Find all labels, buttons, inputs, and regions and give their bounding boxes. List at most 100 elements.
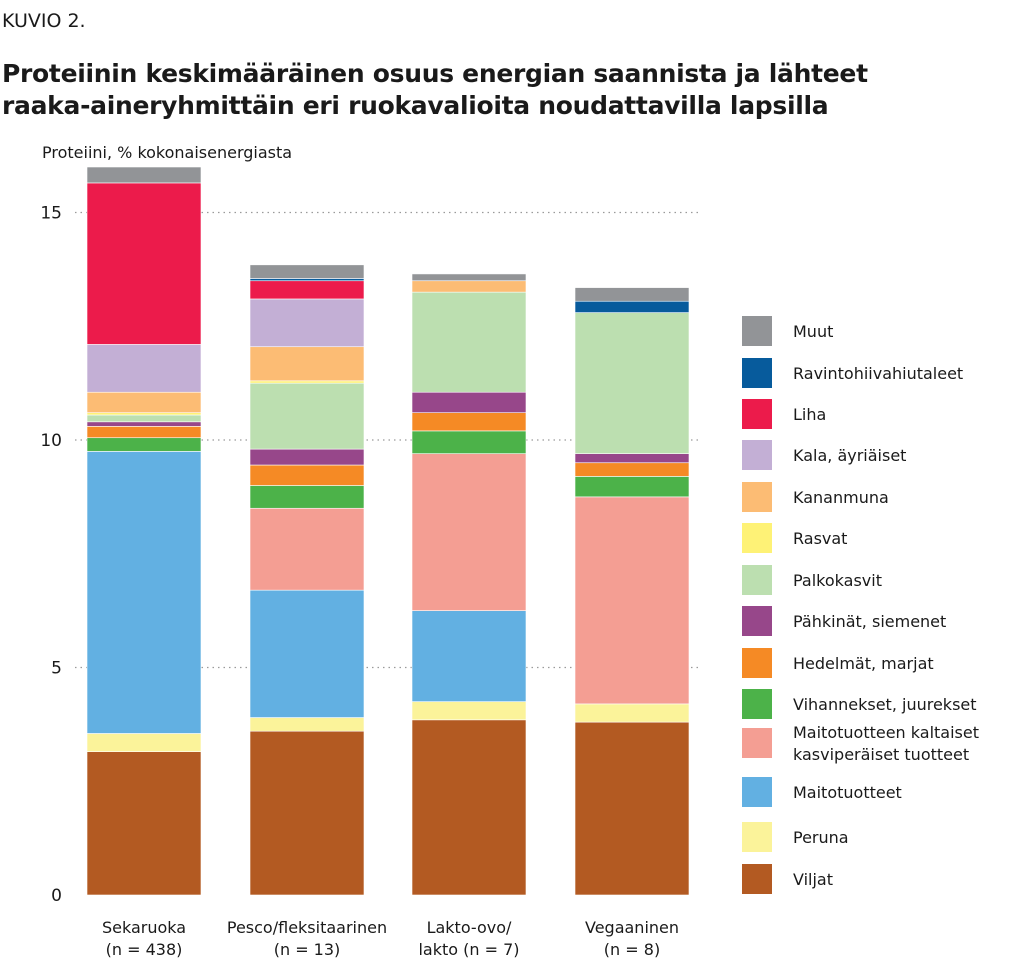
legend-label: Kala, äyriäiset xyxy=(793,446,906,465)
legend-swatch xyxy=(742,728,772,758)
legend-item: Vihannekset, juurekset xyxy=(742,689,977,719)
bar-segment: Maitotuotteen kaltaiset kasviperäiset tu… xyxy=(411,453,527,611)
legend-item: Ravintohiivahiutaleet xyxy=(742,358,963,388)
bar-segment: Vihannekset, juurekset: 0.45 xyxy=(574,476,690,498)
bar-segment: Kala, äyriäiset: 1.05 xyxy=(86,344,202,393)
legend-label: kasviperäiset tuotteet xyxy=(793,745,969,764)
chart-title: Proteiinin keskimääräinen osuus energian… xyxy=(2,58,1012,122)
bar-segment: Peruna: 0.4 xyxy=(574,703,690,723)
legend-swatch xyxy=(742,316,772,346)
legend-item: Peruna xyxy=(742,822,849,852)
bar-segment: Ravintohiivahiutaleet: 0.25 xyxy=(574,300,690,313)
legend-swatch xyxy=(742,440,772,470)
legend-swatch xyxy=(742,399,772,429)
bar-segment: Hedelmät, marjat: 0.4 xyxy=(411,412,527,432)
legend-item: Kala, äyriäiset xyxy=(742,440,906,470)
bar-segment: Vihannekset, juurekset: 0.5 xyxy=(249,485,365,509)
bar-segment: Viljat: 3.8 xyxy=(574,721,690,896)
bar-segment: Pähkinät, siemenet: 0.35 xyxy=(249,448,365,466)
bar-segment: Maitotuotteet: 2 xyxy=(411,610,527,702)
legend-swatch xyxy=(742,482,772,512)
legend: Muut Ravintohiivahiutaleet Liha Kala, äyriä… xyxy=(742,316,979,894)
bar-segment: Viljat: 3.6 xyxy=(249,730,365,896)
bars: Viljat: 3.15Peruna: 0.4Maitotuotteet: 6.… xyxy=(86,166,690,896)
bar-segment: Liha: 0.4 xyxy=(249,280,365,300)
legend-swatch xyxy=(742,565,772,595)
bar-segment: Liha: 3.55 xyxy=(86,182,202,345)
x-category-label: (n = 13) xyxy=(274,940,341,959)
legend-item: Muut xyxy=(742,316,833,346)
bar-segment: Hedelmät, marjat: 0.25 xyxy=(86,426,202,439)
bar-segment: Muut: 0.15 xyxy=(411,273,527,282)
legend-label: Palkokasvit xyxy=(793,571,882,590)
bar-segment: Palkokasvit: 3.1 xyxy=(574,312,690,454)
bar-segment: Viljat: 3.85 xyxy=(411,719,527,896)
chart-title-line-1: Proteiinin keskimääräinen osuus energian… xyxy=(2,59,868,88)
legend-label: Viljat xyxy=(793,870,833,889)
legend-label: Liha xyxy=(793,405,826,424)
x-category-label: lakto (n = 7) xyxy=(418,940,519,959)
bar-segment: Maitotuotteet: 2.8 xyxy=(249,589,365,718)
legend-label: Hedelmät, marjat xyxy=(793,654,934,673)
legend-swatch xyxy=(742,822,772,852)
bar-segment: Viljat: 3.15 xyxy=(86,751,202,896)
bar-segment: Pähkinät, siemenet: 0.2 xyxy=(574,453,690,464)
legend-label: Maitotuotteen kaltaiset xyxy=(793,723,979,742)
bar-segment: Palkokasvit: 1.45 xyxy=(249,382,365,450)
bar-segment: Hedelmät, marjat: 0.3 xyxy=(574,462,690,477)
bar-segment: Kananmuna: 0.25 xyxy=(411,280,527,293)
x-category-label: Lakto-ovo/ xyxy=(427,918,512,937)
legend-item: Palkokasvit xyxy=(742,565,882,595)
legend-item: Maitotuotteen kaltaiset kasviperäiset tuo… xyxy=(742,723,979,764)
bar-stack: Viljat: 3.6Peruna: 0.3Maitotuotteet: 2.8… xyxy=(249,264,365,896)
bar-segment: Kananmuna: 0.75 xyxy=(249,346,365,382)
y-tick-label: 0 xyxy=(51,886,62,906)
legend-label: Maitotuotteet xyxy=(793,783,902,802)
bar-segment: Maitotuotteet: 6.2 xyxy=(86,451,202,734)
bar-segment: Pähkinät, siemenet: 0.1 xyxy=(86,421,202,427)
legend-item: Viljat xyxy=(742,864,833,894)
legend-item: Hedelmät, marjat xyxy=(742,648,934,678)
bar-segment: Kala, äyriäiset: 1.05 xyxy=(249,298,365,348)
legend-swatch xyxy=(742,523,772,553)
bar-segment: Peruna: 0.3 xyxy=(249,717,365,732)
legend-label: Pähkinät, siemenet xyxy=(793,612,946,631)
bar-segment: Vihannekset, juurekset: 0.5 xyxy=(411,430,527,454)
bar-segment: Maitotuotteen kaltaiset kasviperäiset tu… xyxy=(249,507,365,591)
y-tick-label: 5 xyxy=(51,659,62,679)
bar-stack: Viljat: 3.8Peruna: 0.4Maitotuotteen kalt… xyxy=(574,287,690,896)
x-category-label: Pesco/fleksitaarinen xyxy=(227,918,387,937)
bar-stack: Viljat: 3.85Peruna: 0.4Maitotuotteet: 2M… xyxy=(411,273,527,896)
chart-title-line-2: raaka-aineryhmittäin eri ruokavalioita n… xyxy=(2,91,829,120)
bar-segment: Hedelmät, marjat: 0.45 xyxy=(249,464,365,486)
legend-label: Peruna xyxy=(793,828,849,847)
legend-label: Muut xyxy=(793,322,833,341)
x-category-label: (n = 438) xyxy=(106,940,183,959)
y-axis-label: Proteiini, % kokonaisenergiasta xyxy=(42,143,293,162)
y-tick-label: 15 xyxy=(40,204,62,224)
legend-label: Rasvat xyxy=(793,529,847,548)
x-category-label: Vegaaninen xyxy=(585,918,679,937)
bar-segment: Vihannekset, juurekset: 0.3 xyxy=(86,437,202,452)
bar-segment: Maitotuotteen kaltaiset kasviperäiset tu… xyxy=(574,496,690,705)
bar-segment: Muut: 0.35 xyxy=(86,166,202,184)
legend-label: Vihannekset, juurekset xyxy=(793,695,977,714)
x-category-label: Sekaruoka xyxy=(102,918,186,937)
legend-swatch xyxy=(742,606,772,636)
legend-item: Pähkinät, siemenet xyxy=(742,606,946,636)
legend-item: Maitotuotteet xyxy=(742,777,902,807)
bar-segment: Palkokasvit: 2.2 xyxy=(411,291,527,393)
bar-segment: Ravintohiivahiutaleet: 0.05 xyxy=(249,278,365,282)
bar-stack: Viljat: 3.15Peruna: 0.4Maitotuotteet: 6.… xyxy=(86,166,202,896)
bar-segment: Muut: 0.3 xyxy=(249,264,365,279)
legend-item: Kananmuna xyxy=(742,482,889,512)
y-axis-ticks: 0 5 10 15 xyxy=(40,204,62,907)
bar-segment: Rasvat: 0.05 xyxy=(86,412,202,416)
bar-segment: Peruna: 0.4 xyxy=(86,733,202,752)
legend-swatch xyxy=(742,864,772,894)
bar-segment: Rasvat: 0.05 xyxy=(249,380,365,384)
bar-segment: Peruna: 0.4 xyxy=(411,701,527,721)
legend-swatch xyxy=(742,689,772,719)
bar-segment: Muut: 0.3 xyxy=(574,287,690,302)
